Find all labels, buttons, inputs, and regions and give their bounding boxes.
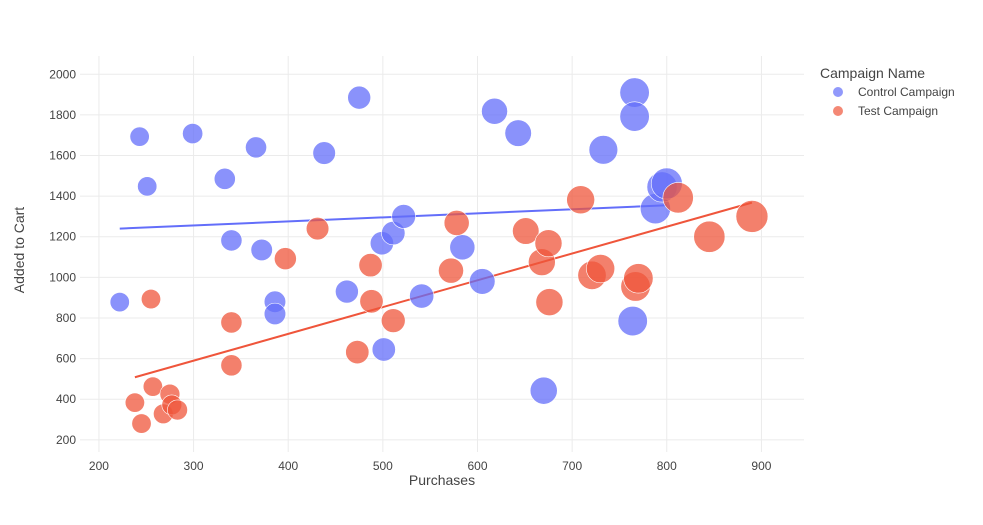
- data-point-test[interactable]: [220, 311, 243, 334]
- grid: [80, 56, 804, 452]
- data-point-test[interactable]: [693, 220, 726, 253]
- data-point-control[interactable]: [409, 283, 435, 309]
- y-tick-label: 400: [56, 392, 76, 406]
- data-point-control[interactable]: [481, 97, 508, 125]
- x-tick-label: 600: [467, 459, 487, 473]
- x-tick-label: 900: [751, 459, 771, 473]
- y-tick-label: 1800: [49, 108, 76, 122]
- data-point-test[interactable]: [534, 229, 563, 258]
- data-point-test[interactable]: [662, 182, 694, 214]
- data-point-control[interactable]: [504, 119, 532, 147]
- data-point-test[interactable]: [274, 247, 297, 271]
- y-tick-label: 1000: [49, 270, 76, 284]
- data-point-test[interactable]: [131, 413, 152, 434]
- data-point-test[interactable]: [735, 200, 769, 233]
- legend-label-test: Test Campaign: [858, 104, 938, 118]
- y-tick-label: 1200: [49, 230, 76, 244]
- data-point-control[interactable]: [245, 136, 267, 159]
- y-tick-label: 600: [56, 352, 76, 366]
- data-point-test[interactable]: [140, 289, 161, 310]
- data-point-test[interactable]: [124, 392, 145, 413]
- data-point-control[interactable]: [250, 238, 273, 262]
- data-point-control[interactable]: [109, 292, 130, 313]
- data-point-test[interactable]: [443, 210, 470, 236]
- x-tick-label: 500: [373, 459, 393, 473]
- y-tick-label: 2000: [49, 67, 76, 81]
- data-point-control[interactable]: [137, 176, 158, 197]
- data-point-test[interactable]: [566, 185, 595, 215]
- data-point-test[interactable]: [359, 289, 384, 314]
- data-point-control[interactable]: [449, 234, 476, 261]
- data-point-control[interactable]: [220, 229, 243, 252]
- data-point-control[interactable]: [263, 302, 287, 325]
- data-point-test[interactable]: [535, 288, 564, 316]
- x-tick-label: 200: [89, 459, 109, 473]
- data-point-control[interactable]: [529, 376, 558, 405]
- data-points: [109, 77, 769, 434]
- x-axis-title: Purchases: [409, 472, 475, 488]
- data-point-test[interactable]: [438, 257, 464, 284]
- data-point-test[interactable]: [358, 253, 383, 278]
- data-point-control[interactable]: [391, 204, 416, 229]
- data-point-test[interactable]: [512, 217, 540, 245]
- data-point-control[interactable]: [312, 141, 336, 165]
- data-point-control[interactable]: [619, 101, 650, 132]
- data-point-control[interactable]: [335, 279, 359, 304]
- y-axis-ticks: 200 400 600 800 1000 1200 1400 1600 1800 2000: [49, 67, 76, 447]
- x-tick-label: 300: [184, 459, 204, 473]
- x-tick-label: 400: [278, 459, 298, 473]
- trendlines: [119, 201, 753, 379]
- data-point-control[interactable]: [213, 167, 236, 190]
- data-point-test[interactable]: [305, 216, 330, 241]
- data-point-control[interactable]: [469, 268, 496, 295]
- legend-label-control: Control Campaign: [858, 85, 955, 99]
- data-point-control[interactable]: [371, 337, 396, 362]
- y-tick-label: 1600: [49, 149, 76, 163]
- data-point-test[interactable]: [142, 376, 163, 397]
- data-point-control[interactable]: [617, 305, 648, 337]
- legend-item-test[interactable]: Test Campaign: [833, 104, 938, 118]
- data-point-test[interactable]: [586, 254, 616, 284]
- data-point-test[interactable]: [167, 399, 188, 421]
- data-point-control[interactable]: [347, 85, 371, 110]
- data-point-test[interactable]: [345, 340, 370, 365]
- legend-item-control[interactable]: Control Campaign: [833, 85, 955, 99]
- x-axis-ticks: 200 300 400 500 600 700 800 900: [89, 459, 772, 473]
- data-point-test[interactable]: [623, 263, 654, 294]
- data-point-control[interactable]: [182, 123, 204, 145]
- data-point-control[interactable]: [129, 126, 150, 147]
- y-tick-label: 1400: [49, 189, 76, 203]
- legend: Campaign Name Control Campaign Test Camp…: [820, 65, 955, 118]
- data-point-test[interactable]: [381, 308, 406, 333]
- x-tick-label: 800: [657, 459, 677, 473]
- legend-marker-test: [833, 106, 843, 116]
- legend-marker-control: [833, 87, 843, 97]
- data-point-control[interactable]: [588, 135, 619, 165]
- y-tick-label: 200: [56, 433, 76, 447]
- data-point-test[interactable]: [220, 354, 243, 377]
- legend-title: Campaign Name: [820, 65, 925, 81]
- y-axis-title: Added to Cart: [11, 207, 27, 293]
- trendline-test: [134, 201, 753, 379]
- y-tick-label: 800: [56, 311, 76, 325]
- x-tick-label: 700: [562, 459, 582, 473]
